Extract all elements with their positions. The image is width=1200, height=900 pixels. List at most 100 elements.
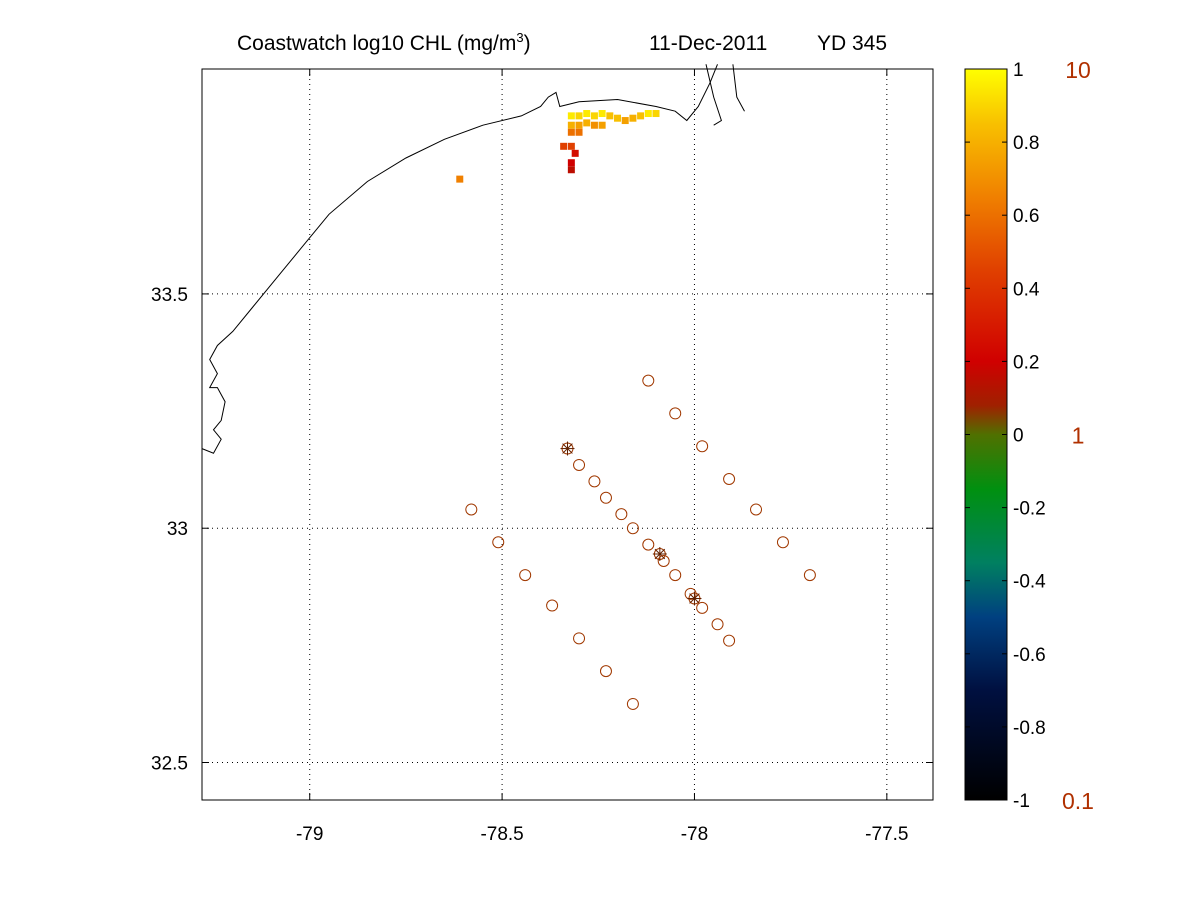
station-marker (723, 473, 736, 486)
colorbar-tick-label: 0.4 (1013, 279, 1040, 300)
station-circle (588, 475, 601, 488)
x-tick-label: -79 (296, 824, 323, 845)
y-tick-label: 33.5 (151, 285, 188, 306)
station-circle (573, 458, 586, 471)
chl-pixels (456, 110, 660, 183)
station-marker (519, 569, 532, 582)
chl-pixel (652, 110, 660, 118)
coastline (201, 64, 745, 454)
station-marker (776, 536, 789, 549)
station-marker (642, 538, 655, 551)
station-circle (776, 536, 789, 549)
title-close: ) (524, 32, 531, 55)
plot-frame (201, 68, 934, 801)
station-marker-star (687, 591, 702, 606)
x-tick-label: -78 (681, 824, 708, 845)
colorbar-tick-label: 0.8 (1013, 133, 1039, 154)
station-circle (684, 587, 697, 600)
colorbar-tick-label: -1 (1013, 791, 1030, 812)
station-marker (492, 536, 505, 549)
grid-lines (202, 69, 933, 800)
chart-title: Coastwatch log10 CHL (mg/m3) (237, 30, 531, 55)
station-circle (599, 665, 612, 678)
chl-pixel (571, 149, 579, 157)
colorbar-tick-label: 0.6 (1013, 206, 1039, 227)
station-marker (684, 587, 697, 600)
station-marker (599, 665, 612, 678)
title-superscript: 3 (516, 30, 523, 45)
station-marker (573, 458, 586, 471)
coastline-segment (732, 64, 745, 112)
station-marker (626, 522, 639, 535)
station-circle (723, 473, 736, 486)
station-marker (615, 508, 628, 521)
chl-pixel (567, 166, 575, 174)
chl-pixel (567, 159, 575, 167)
colorbar-chl-label: 1 (1072, 423, 1085, 449)
station-circle (803, 569, 816, 582)
title-yearday: YD 345 (817, 32, 887, 55)
station-circle (573, 632, 586, 645)
station-marker (696, 601, 709, 614)
station-marker (642, 374, 655, 387)
colorbar-tick-label: 0.2 (1013, 352, 1039, 373)
chl-pixel (567, 112, 575, 120)
colorbar-tick-label: 1 (1013, 60, 1024, 81)
station-star-stroke (654, 548, 666, 560)
chl-pixel (575, 112, 583, 120)
chl-pixel (456, 175, 464, 183)
station-marker (723, 634, 736, 647)
station-circle (546, 599, 559, 612)
chl-pixel (637, 112, 645, 120)
station-marker (465, 503, 478, 516)
chl-pixel (598, 110, 606, 118)
colorbar-tick-label: -0.6 (1013, 645, 1046, 666)
station-circle (492, 536, 505, 549)
map-plot: -79 -78.5 -78 -77.5 33.5 33 32.5 (151, 64, 934, 845)
station-marker (599, 491, 612, 504)
station-marker-star (560, 441, 575, 456)
chl-pixel (644, 110, 652, 118)
chl-pixel (629, 114, 637, 122)
chl-pixel (567, 142, 575, 150)
coastline-segment (705, 64, 722, 126)
chl-pixel (614, 114, 622, 122)
station-circle (696, 601, 709, 614)
y-tick-label: 32.5 (151, 754, 188, 775)
chl-pixel (583, 119, 591, 127)
x-tick-label: -78.5 (480, 824, 523, 845)
station-circle (669, 569, 682, 582)
station-circle (696, 440, 709, 453)
colorbar-ticks: 1 0.8 0.6 0.4 0.2 0 -0.2 -0.4 -0.6 -0.8 -1 10 1 0.1 (965, 57, 1094, 814)
colorbar-tick-label: 0 (1013, 426, 1024, 447)
title-main: Coastwatch log10 CHL (mg/m (237, 32, 516, 55)
chl-pixel (575, 128, 583, 136)
chl-pixel (598, 121, 606, 129)
colorbar-tick-label: -0.4 (1013, 572, 1046, 593)
colorbar-tick-label: -0.8 (1013, 718, 1046, 739)
station-circle (626, 522, 639, 535)
colorbar-chl-label: 0.1 (1062, 788, 1094, 814)
station-circle (599, 491, 612, 504)
chl-pixel (567, 121, 575, 129)
station-marker (573, 632, 586, 645)
station-marker (669, 569, 682, 582)
colorbar-chl-label: 10 (1065, 57, 1091, 83)
chl-pixel (590, 121, 598, 129)
station-circle (669, 407, 682, 420)
station-marker (803, 569, 816, 582)
station-circle (626, 697, 639, 710)
colorbar: 1 0.8 0.6 0.4 0.2 0 -0.2 -0.4 -0.6 -0.8 -1 10 1 0.1 (964, 57, 1094, 814)
station-circle (519, 569, 532, 582)
station-circle (465, 503, 478, 516)
station-circle (642, 374, 655, 387)
chl-pixel (606, 112, 614, 120)
colorbar-tick-label: -0.2 (1013, 499, 1046, 520)
station-marker (626, 697, 639, 710)
station-circle (615, 508, 628, 521)
chl-pixel (560, 142, 568, 150)
chl-pixel (590, 112, 598, 120)
station-circle (723, 634, 736, 647)
station-circle (750, 503, 763, 516)
station-circle (657, 555, 670, 568)
